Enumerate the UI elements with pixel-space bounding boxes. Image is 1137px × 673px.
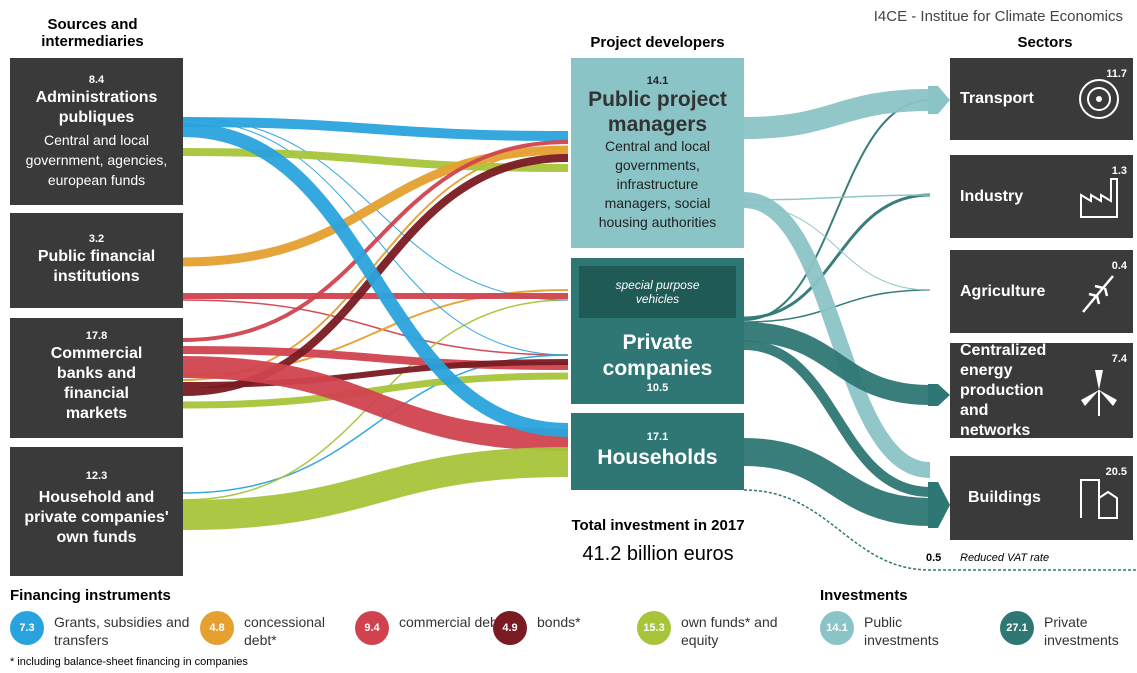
flow <box>182 123 569 437</box>
footnote: * including balance-sheet financing in c… <box>10 656 248 668</box>
value: 3.2 <box>88 232 105 245</box>
sector-box: 1.3 Industry <box>950 155 1133 238</box>
title: Buildings <box>968 489 1041 506</box>
value: 1.3 <box>1111 165 1127 177</box>
legend-label: Grants, subsidies and transfers <box>54 614 190 648</box>
value: 17.8 <box>85 330 108 342</box>
sector-box: 11.7 Transport <box>950 58 1133 140</box>
title: Commercial banks and financial markets <box>50 345 143 422</box>
icon <box>1079 79 1119 119</box>
value: 11.7 <box>1106 68 1127 80</box>
legend-title: Investments <box>820 587 908 604</box>
flow <box>182 117 569 141</box>
legend-label: Private investments <box>1044 614 1119 648</box>
vat-value: 0.5 <box>926 552 942 564</box>
flow <box>182 359 569 388</box>
legend-dot: 4.9 <box>493 611 527 645</box>
developer-box: 17.1 Households <box>571 413 744 490</box>
header: Sources and intermediaries <box>41 16 144 50</box>
flow <box>743 322 931 405</box>
vat-label: Reduced VAT rate <box>960 552 1050 564</box>
legend-title: Financing instruments <box>10 587 171 604</box>
legend-label: concessional debt* <box>244 614 325 648</box>
subtitle: Central and local government, agencies, … <box>25 131 168 188</box>
title: Centralized energy production and networ… <box>960 341 1047 439</box>
legend-dot: 15.3 <box>637 611 671 645</box>
source-box: 8.4 Administrations publiques Central an… <box>10 58 183 205</box>
flow <box>743 340 931 497</box>
value: 8.4 <box>88 73 105 86</box>
flow <box>743 89 931 139</box>
title: Agriculture <box>960 282 1046 300</box>
legend-dot: 7.3 <box>10 611 44 645</box>
value: 0.4 <box>1111 260 1127 272</box>
flow <box>182 145 569 267</box>
icon <box>1080 479 1118 519</box>
legend-label: bonds* <box>537 614 581 630</box>
total-value: 41.2 billion euros <box>582 543 734 565</box>
subtitle: Central and local governments, infrastru… <box>598 137 717 230</box>
icon <box>1080 177 1118 218</box>
title: Private companies <box>602 331 713 380</box>
note: special purpose vehicles <box>579 266 736 318</box>
value: 12.3 <box>85 469 108 482</box>
legend-dot: 27.1 <box>1000 611 1034 645</box>
value: 7.4 <box>1111 353 1127 365</box>
title: Public financial institutions <box>37 247 156 285</box>
flow <box>743 289 931 323</box>
source-box: 3.2 Public financial institutions <box>10 213 183 308</box>
header: Project developers <box>590 34 725 51</box>
title: Transport <box>960 90 1034 107</box>
title: Public project managers <box>588 87 727 136</box>
flow <box>743 438 931 526</box>
flow <box>182 372 569 409</box>
developer-box: 14.1 Public project managers Central and… <box>571 58 744 248</box>
source-box: 12.3 Household and private companies' ow… <box>10 447 183 576</box>
total-label: Total investment in 2017 <box>571 517 745 534</box>
flow <box>182 356 569 451</box>
legend-dot: 4.8 <box>200 611 234 645</box>
flow <box>743 194 931 201</box>
source: I4CE - Institue for Climate Economics <box>873 8 1123 25</box>
value: 10.5 <box>646 382 669 394</box>
sector-box: 0.4 Agriculture <box>950 250 1133 333</box>
legend-dot: 9.4 <box>355 611 389 645</box>
title: Household and private companies' own fun… <box>24 488 169 546</box>
flow <box>182 299 569 356</box>
legend-label: own funds* and equity <box>681 614 778 648</box>
header: Sectors <box>1017 34 1073 51</box>
flow <box>182 447 569 530</box>
arrowhead <box>928 482 950 528</box>
value: 14.1 <box>646 74 669 87</box>
legend-label: commercial debt* <box>399 614 508 630</box>
title: Households <box>597 445 718 469</box>
sector-box: 20.5 Buildings <box>950 456 1133 540</box>
sector-box: 7.4 Centralized energy production and ne… <box>950 341 1133 439</box>
title: Industry <box>960 187 1024 205</box>
arrowhead <box>928 86 950 114</box>
title: Administrations publiques <box>35 88 158 126</box>
icon <box>1081 369 1117 416</box>
vat-line <box>743 489 1137 571</box>
legend-dot: 14.1 <box>820 611 854 645</box>
flow <box>182 140 569 342</box>
flow <box>743 192 931 478</box>
value: 20.5 <box>1105 466 1127 478</box>
arrowhead <box>928 384 950 406</box>
flow <box>182 119 569 356</box>
flow <box>182 147 569 381</box>
legend-label: Public investments <box>864 614 939 648</box>
icon <box>1082 274 1114 313</box>
value: 17.1 <box>646 430 669 443</box>
developer-box: special purpose vehicles Private compani… <box>571 258 744 404</box>
source-box: 17.8 Commercial banks and financial mark… <box>10 318 183 438</box>
flow <box>743 193 931 320</box>
